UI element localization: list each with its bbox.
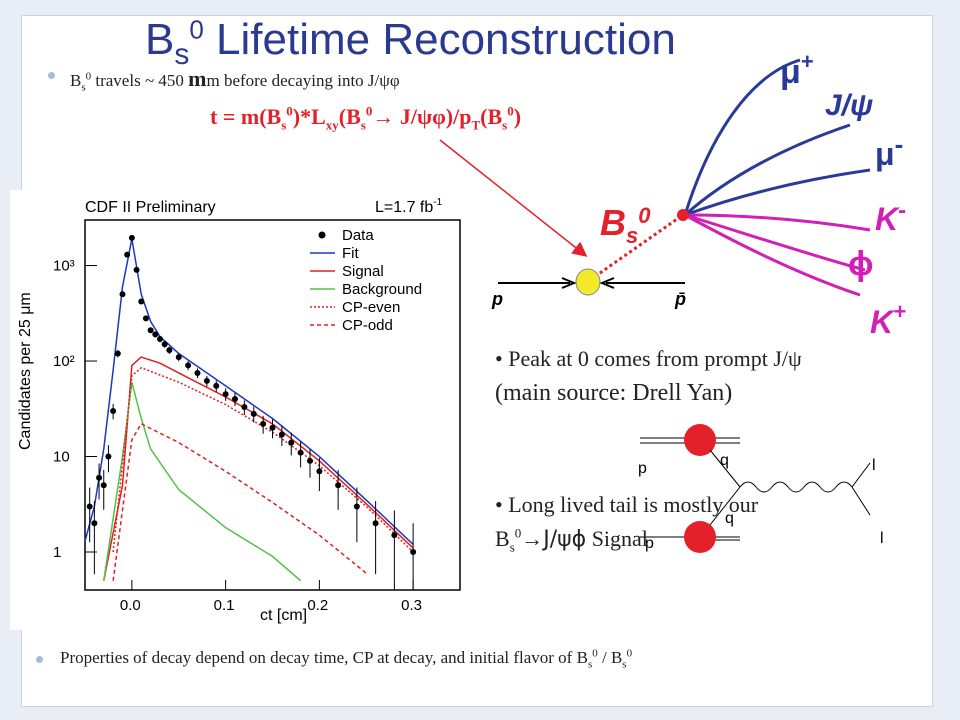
data-point [161,341,168,348]
primary-vertex [575,268,601,296]
legend-label: Fit [342,245,359,262]
feyn-proton-label: p [638,460,647,477]
data-point [260,420,267,427]
data-point [335,482,342,489]
antiquark-label: q [725,510,734,527]
decay-vertex [677,209,689,221]
data-point [86,503,93,510]
antilepton-label: l [880,530,884,547]
lepton-label: l [872,457,876,474]
phi-label: ϕ [848,245,873,283]
data-point [297,449,304,456]
lifetime-chart: 0.0 0.1 0.2 0.3 1 10 10² 10³ CDF II Preliminary… [10,190,470,630]
data-point [316,468,323,475]
data-point [152,331,159,338]
data-point [110,407,117,414]
data-point [269,424,276,431]
legend-label: Signal [342,263,384,280]
series-fit [84,238,414,545]
data-point [288,439,295,446]
k-plus-label: K+ [870,299,906,340]
data-point [278,431,285,438]
data-point [222,391,229,398]
decay-event-display: p p̄ Bs0 μ+ J/ψ μ- K- ϕ K+ [491,55,906,340]
legend-label: CP-odd [342,317,393,334]
y-tick-label: 10 [53,449,70,466]
chart-curves [84,238,414,582]
data-point [213,382,220,389]
k-minus-label: K- [875,197,906,237]
data-point [194,369,201,376]
mu-plus-label: μ+ [780,55,814,91]
data-point [91,520,98,527]
legend-label: CP-even [342,299,400,316]
data-point [241,404,248,411]
drell-yan-diagram: q q l l p p [638,424,884,553]
data-point [157,336,163,343]
x-tick-label: 0.3 [401,597,422,614]
data-point [147,327,154,334]
chart-ylabel: Candidates per 25 μm [17,292,34,450]
data-point [114,350,121,357]
bullet-travel-distance: Bs0 travels ~ 450 mm before decaying int… [70,66,400,94]
y-tick-label: 10² [53,353,75,370]
data-point [372,520,379,527]
x-tick-label: 0.2 [307,597,328,614]
x-tick-label: 0.0 [120,597,141,614]
y-tick-label: 1 [53,544,61,561]
data-point [96,474,103,481]
data-point [100,482,107,489]
quark-label: q [720,452,729,469]
x-tick-label: 0.1 [214,597,235,614]
legend-label: Background [342,281,422,298]
data-point [185,362,192,369]
data-point [250,410,257,417]
data-point [142,315,149,322]
proton-label: p [491,289,503,309]
slide-title: Bs0 Lifetime Reconstruction [145,14,676,71]
data-point [232,396,238,403]
bullet-signal-decay: Bs0→J/ψϕ Signal [495,525,648,555]
chart-data-points [86,234,417,590]
feyn-antiproton-label: p [645,535,654,552]
y-tick-label: 10³ [53,258,75,275]
data-point [166,347,173,354]
data-point [203,377,210,384]
bullet-decay-properties: Properties of decay depend on decay time… [60,647,633,671]
data-point [128,234,135,241]
chart-xlabel: ct [cm] [260,607,307,624]
legend-label: Data [342,227,374,244]
antiproton-label: p̄ [674,289,686,309]
data-point [391,532,398,539]
bullet-prompt-peak: • Peak at 0 comes from prompt J/ψ [495,346,802,371]
bullet-prompt-source: (main source: Drell Yan) [495,380,733,406]
chart-title: CDF II Preliminary [85,199,216,216]
bullet-dot [36,656,43,663]
plot-frame [84,219,461,591]
lifetime-formula: t = m(Bs0)*Lxy(Bs0→ J/ψφ)/pT(Bs0) [210,103,522,133]
legend-marker-data [318,231,326,239]
chart-lumi-label: L=1.7 fb-1 [375,197,443,216]
series-cp-even [112,366,414,553]
chart-axes: 0.0 0.1 0.2 0.3 1 10 10² 10³ [53,219,461,614]
jpsi-label: J/ψ [825,89,873,122]
data-point [105,453,112,460]
data-point [138,298,145,305]
data-point [175,354,182,361]
data-point [410,549,417,556]
data-point [353,503,360,510]
data-point [307,457,313,464]
mu-minus-label: μ- [875,129,903,172]
data-point [133,266,140,273]
data-point [119,291,126,298]
bullet-long-lived-tail: • Long lived tail is mostly our [495,492,759,517]
bullet-dot [48,72,55,79]
data-point [124,251,131,258]
